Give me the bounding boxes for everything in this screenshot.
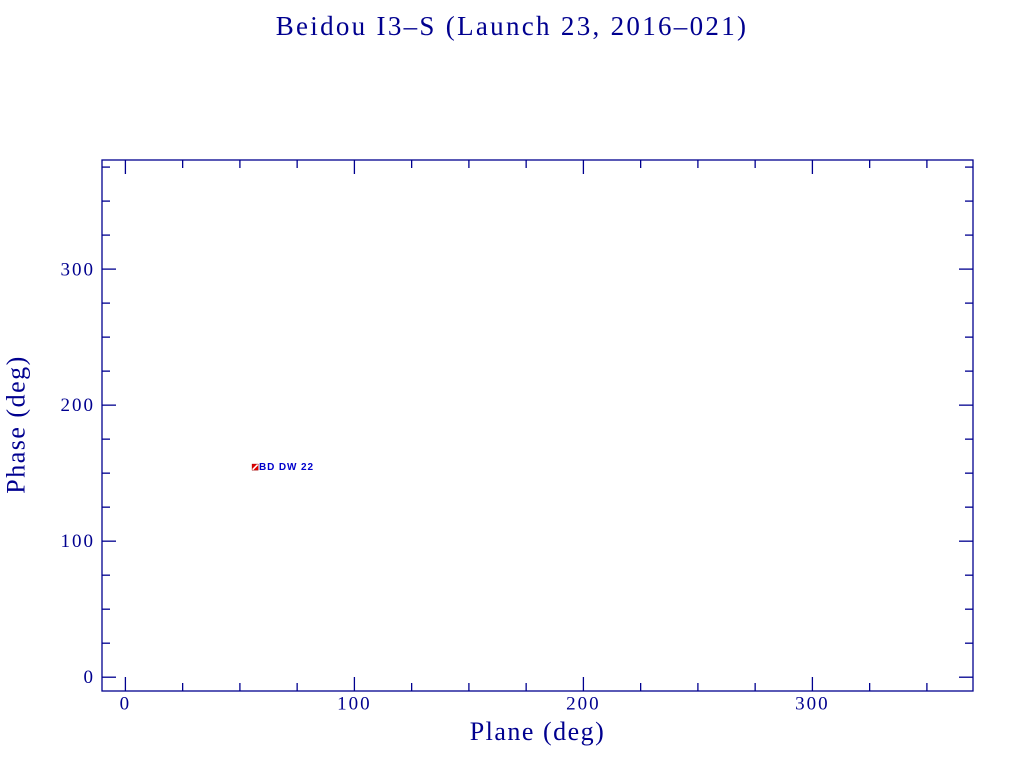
svg-text:200: 200	[61, 395, 96, 416]
svg-text:BD DW 22: BD DW 22	[259, 462, 314, 473]
svg-text:300: 300	[795, 694, 830, 715]
svg-text:100: 100	[337, 694, 372, 715]
svg-text:0: 0	[84, 667, 96, 688]
svg-text:0: 0	[120, 694, 132, 715]
svg-text:100: 100	[61, 531, 96, 552]
svg-text:200: 200	[566, 694, 601, 715]
svg-text:Plane (deg): Plane (deg)	[470, 717, 606, 746]
svg-text:300: 300	[61, 260, 96, 281]
svg-text:Phase (deg): Phase (deg)	[2, 355, 31, 494]
